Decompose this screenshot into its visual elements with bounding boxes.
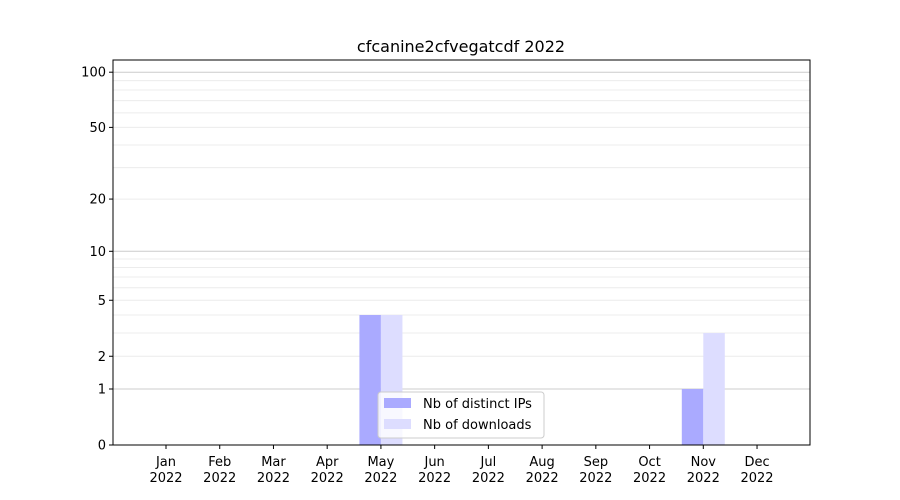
x-tick-year-label: 2022 xyxy=(579,471,612,486)
x-tick-year-label: 2022 xyxy=(687,471,720,486)
y-tick-label: 100 xyxy=(81,66,106,81)
legend-swatch xyxy=(384,398,411,408)
legend-box xyxy=(377,391,545,439)
x-tick-year-label: 2022 xyxy=(257,471,290,486)
x-tick-year-label: 2022 xyxy=(633,471,666,486)
chart-title: cfcanine2cfvegatcdf 2022 xyxy=(357,37,565,56)
legend-label: Nb of distinct IPs xyxy=(423,397,532,412)
x-tick-year-label: 2022 xyxy=(149,471,182,486)
x-tick-label: Mar xyxy=(261,455,286,470)
x-tick-label: Jul xyxy=(480,455,497,470)
bar-distinct-ips xyxy=(359,314,381,445)
x-tick-year-label: 2022 xyxy=(526,471,559,486)
y-tick-label: 5 xyxy=(98,294,106,309)
bar-distinct-ips xyxy=(681,389,704,445)
y-tick-label: 2 xyxy=(98,350,106,365)
x-tick-label: Apr xyxy=(316,455,339,470)
y-tick-label: 50 xyxy=(89,121,106,136)
x-tick-label: Nov xyxy=(691,455,717,470)
x-tick-label: Dec xyxy=(744,455,769,470)
x-tick-year-label: 2022 xyxy=(472,471,505,486)
bar-downloads xyxy=(703,333,725,445)
y-tick-label: 20 xyxy=(89,193,106,208)
legend-swatch xyxy=(384,419,411,429)
x-tick-label: Jun xyxy=(423,455,444,470)
y-tick-label: 1 xyxy=(98,383,106,398)
x-tick-label: Jan xyxy=(155,455,176,470)
x-tick-year-label: 2022 xyxy=(418,471,451,486)
x-tick-year-label: 2022 xyxy=(311,471,344,486)
y-tick-label: 10 xyxy=(89,245,106,260)
x-tick-year-label: 2022 xyxy=(203,471,236,486)
legend-label: Nb of downloads xyxy=(423,418,532,433)
x-tick-label: Oct xyxy=(638,455,660,470)
x-tick-label: Aug xyxy=(529,455,554,470)
axes-frame xyxy=(112,59,811,446)
x-tick-year-label: 2022 xyxy=(740,471,773,486)
y-tick-label: 0 xyxy=(98,439,106,454)
x-tick-label: May xyxy=(367,455,394,470)
x-tick-label: Sep xyxy=(584,455,609,470)
x-tick-year-label: 2022 xyxy=(364,471,397,486)
x-tick-label: Feb xyxy=(208,455,231,470)
